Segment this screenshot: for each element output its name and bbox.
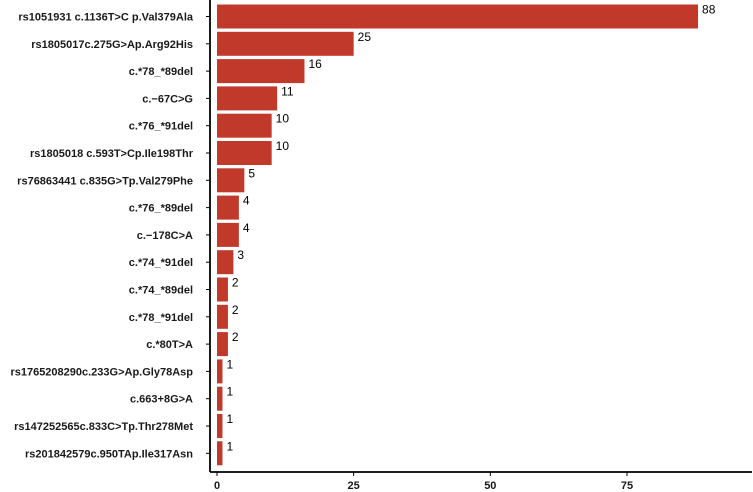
bar <box>217 414 223 438</box>
data-label: 4 <box>243 194 250 208</box>
bar <box>217 332 228 357</box>
y-tick-label: c.*78_*89del <box>129 66 193 78</box>
x-axis: 0 25 50 75 <box>209 0 752 492</box>
y-tick-label: rs1805018 c.593T>Cp.Ile198Thr <box>30 148 194 160</box>
y-tick-label: rs1805017c.275G>Ap.Arg92His <box>31 39 193 51</box>
bar <box>217 168 245 193</box>
y-axis-labels: rs1051931 c.1136T>C p.Val379Ala rs1805017… <box>10 12 210 460</box>
data-label: 3 <box>237 248 244 262</box>
y-tick-label: c.*74_*89del <box>129 285 193 297</box>
bar <box>217 386 223 411</box>
data-label: 1 <box>226 385 233 399</box>
bar <box>217 4 699 29</box>
bar <box>217 195 239 220</box>
data-label: 2 <box>232 276 239 290</box>
x-tick-label: 50 <box>484 480 496 492</box>
data-label: 5 <box>248 166 255 180</box>
bar <box>217 222 239 247</box>
bar <box>217 277 228 302</box>
y-tick-label: c.−178C>A <box>137 230 193 242</box>
bar <box>217 359 223 384</box>
bar <box>217 113 272 138</box>
y-tick-label: c.*80T>A <box>146 339 193 351</box>
y-tick-label: rs1051931 c.1136T>C p.Val379Ala <box>18 12 193 24</box>
x-tick-label: 25 <box>348 480 360 492</box>
data-label: 25 <box>358 30 372 44</box>
y-tick-label: rs1765208290c.233G>Ap.Gly78Asp <box>10 366 193 378</box>
data-label: 10 <box>276 112 290 126</box>
bars <box>217 4 699 466</box>
y-tick-label: rs76863441 c.835G>Tp.Val279Phe <box>17 175 193 187</box>
y-tick-label: c.−67C>G <box>142 93 193 105</box>
data-label: 88 <box>702 3 716 17</box>
y-tick-label: c.*74_*91del <box>129 257 193 269</box>
x-tick-label: 0 <box>214 480 220 492</box>
x-tick-label: 75 <box>621 480 633 492</box>
data-label: 4 <box>243 221 250 235</box>
data-label: 11 <box>281 84 294 98</box>
bar <box>217 86 278 111</box>
y-tick-label: rs201842579c.950TAp.Ile317Asn <box>25 448 193 460</box>
data-label: 2 <box>232 330 239 344</box>
y-tick-label: c.663+8G>A <box>130 394 193 406</box>
data-label: 10 <box>276 139 290 153</box>
data-label: 1 <box>226 357 233 371</box>
y-tick-label: c.*76_*91del <box>129 121 193 133</box>
bar <box>217 250 234 275</box>
bar <box>217 141 272 165</box>
bar <box>217 31 354 56</box>
data-label: 2 <box>232 303 239 317</box>
bar <box>217 59 305 84</box>
y-tick-label: c.*78_*91del <box>129 312 193 324</box>
data-label: 16 <box>308 57 322 71</box>
y-tick-label: rs147252565c.833C>Tp.Thr278Met <box>14 421 193 433</box>
bar <box>217 304 228 329</box>
y-tick-label: c.*76_*89del <box>129 203 193 215</box>
data-label: 1 <box>226 412 233 426</box>
bar <box>217 441 223 466</box>
data-label: 1 <box>226 439 233 453</box>
